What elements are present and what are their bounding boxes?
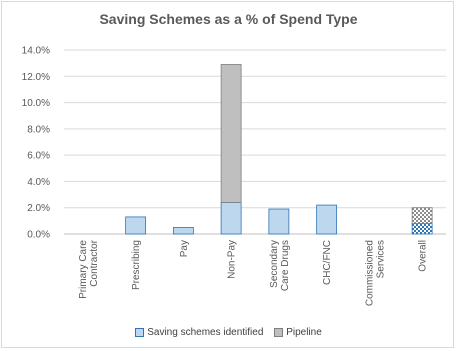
bar-pipeline — [220, 64, 242, 203]
x-tick-label: Prescribing — [131, 240, 142, 290]
y-tick-label: 8.0% — [27, 124, 50, 135]
y-tick-label: 10.0% — [22, 98, 50, 109]
y-tick-label: 6.0% — [27, 151, 50, 162]
y-tick-label: 2.0% — [27, 203, 50, 214]
x-tick-label: Services — [375, 240, 386, 278]
y-tick-label: 14.0% — [22, 46, 50, 57]
x-tick-label: Care Drugs — [280, 240, 291, 291]
bar-identified — [220, 202, 242, 235]
bar-pipeline — [411, 207, 433, 224]
legend-item-identified: Saving schemes identified — [135, 327, 263, 338]
x-tick-label: Secondary — [269, 240, 280, 288]
y-tick-label: 12.0% — [22, 72, 50, 83]
x-tick-label: Overall — [418, 240, 429, 272]
bar-identified — [172, 227, 194, 235]
chart-legend: Saving schemes identified Pipeline — [0, 327, 457, 340]
x-tick-label: Pay — [179, 240, 190, 257]
y-tick-label: 4.0% — [27, 177, 50, 188]
legend-label-pipeline: Pipeline — [286, 327, 322, 338]
x-tick-label: Non-Pay — [227, 240, 238, 279]
bar-identified — [316, 204, 338, 235]
legend-item-pipeline: Pipeline — [274, 327, 322, 338]
bar-identified — [411, 223, 433, 235]
bar-identified — [268, 208, 290, 235]
legend-swatch-pipeline — [274, 328, 284, 337]
x-tick-label: Commissioned — [364, 240, 375, 306]
chart-title: Saving Schemes as a % of Spend Type — [99, 11, 358, 27]
legend-label-identified: Saving schemes identified — [147, 327, 264, 338]
x-tick-label: Primary Care — [78, 240, 89, 299]
x-tick-label: CHC/FNC — [322, 240, 333, 285]
bar-identified — [125, 216, 147, 235]
legend-swatch-identified — [135, 328, 145, 337]
x-tick-label: Contractor — [89, 239, 100, 286]
y-tick-label: 0.0% — [27, 230, 50, 241]
